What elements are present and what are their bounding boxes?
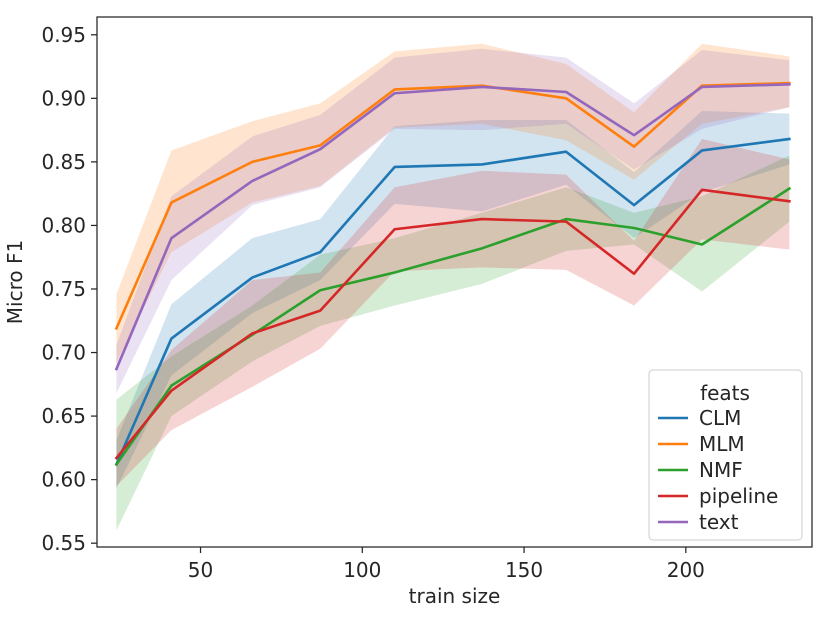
x-tick-label: 100 [343, 558, 381, 582]
y-tick-label: 0.70 [41, 341, 86, 365]
y-tick-label: 0.60 [41, 468, 86, 492]
legend-label-mlm: MLM [699, 432, 745, 456]
series-line-text [114, 83, 791, 371]
legend-label-pipeline: pipeline [699, 484, 778, 508]
band-pipeline [116, 139, 790, 486]
y-tick-label: 0.90 [41, 86, 86, 110]
x-tick-label: 150 [505, 558, 543, 582]
y-tick-label: 0.80 [41, 213, 86, 237]
legend-label-text: text [699, 510, 739, 534]
series-line-clm [114, 137, 791, 467]
y-axis: 0.55 0.60 0.65 0.70 0.75 0.80 0.85 0.90 0.95 [41, 23, 97, 555]
legend-label-clm: CLM [699, 406, 741, 430]
band-clm [116, 111, 790, 489]
series-line-pipeline [114, 188, 791, 460]
series-line-nmf [114, 186, 792, 467]
y-tick-label: 0.95 [41, 23, 86, 47]
band-mlm [116, 43, 790, 363]
y-tick-label: 0.75 [41, 277, 86, 301]
x-axis: 50 100 150 200 [188, 547, 705, 582]
plot-area-frame [96, 16, 813, 548]
legend-label-nmf: NMF [699, 458, 743, 482]
y-tick-label: 0.55 [41, 531, 86, 555]
legend-box [648, 369, 803, 541]
x-axis-label: train size [409, 584, 501, 608]
x-tick-label: 50 [188, 558, 213, 582]
band-text [116, 48, 790, 394]
x-tick-label: 200 [667, 558, 705, 582]
series-lines [114, 81, 792, 467]
y-tick-label: 0.85 [41, 150, 86, 174]
y-axis-label: Micro F1 [3, 240, 27, 324]
series-line-mlm [114, 81, 791, 331]
y-tick-label: 0.65 [41, 404, 86, 428]
legend-title: feats [700, 381, 750, 405]
